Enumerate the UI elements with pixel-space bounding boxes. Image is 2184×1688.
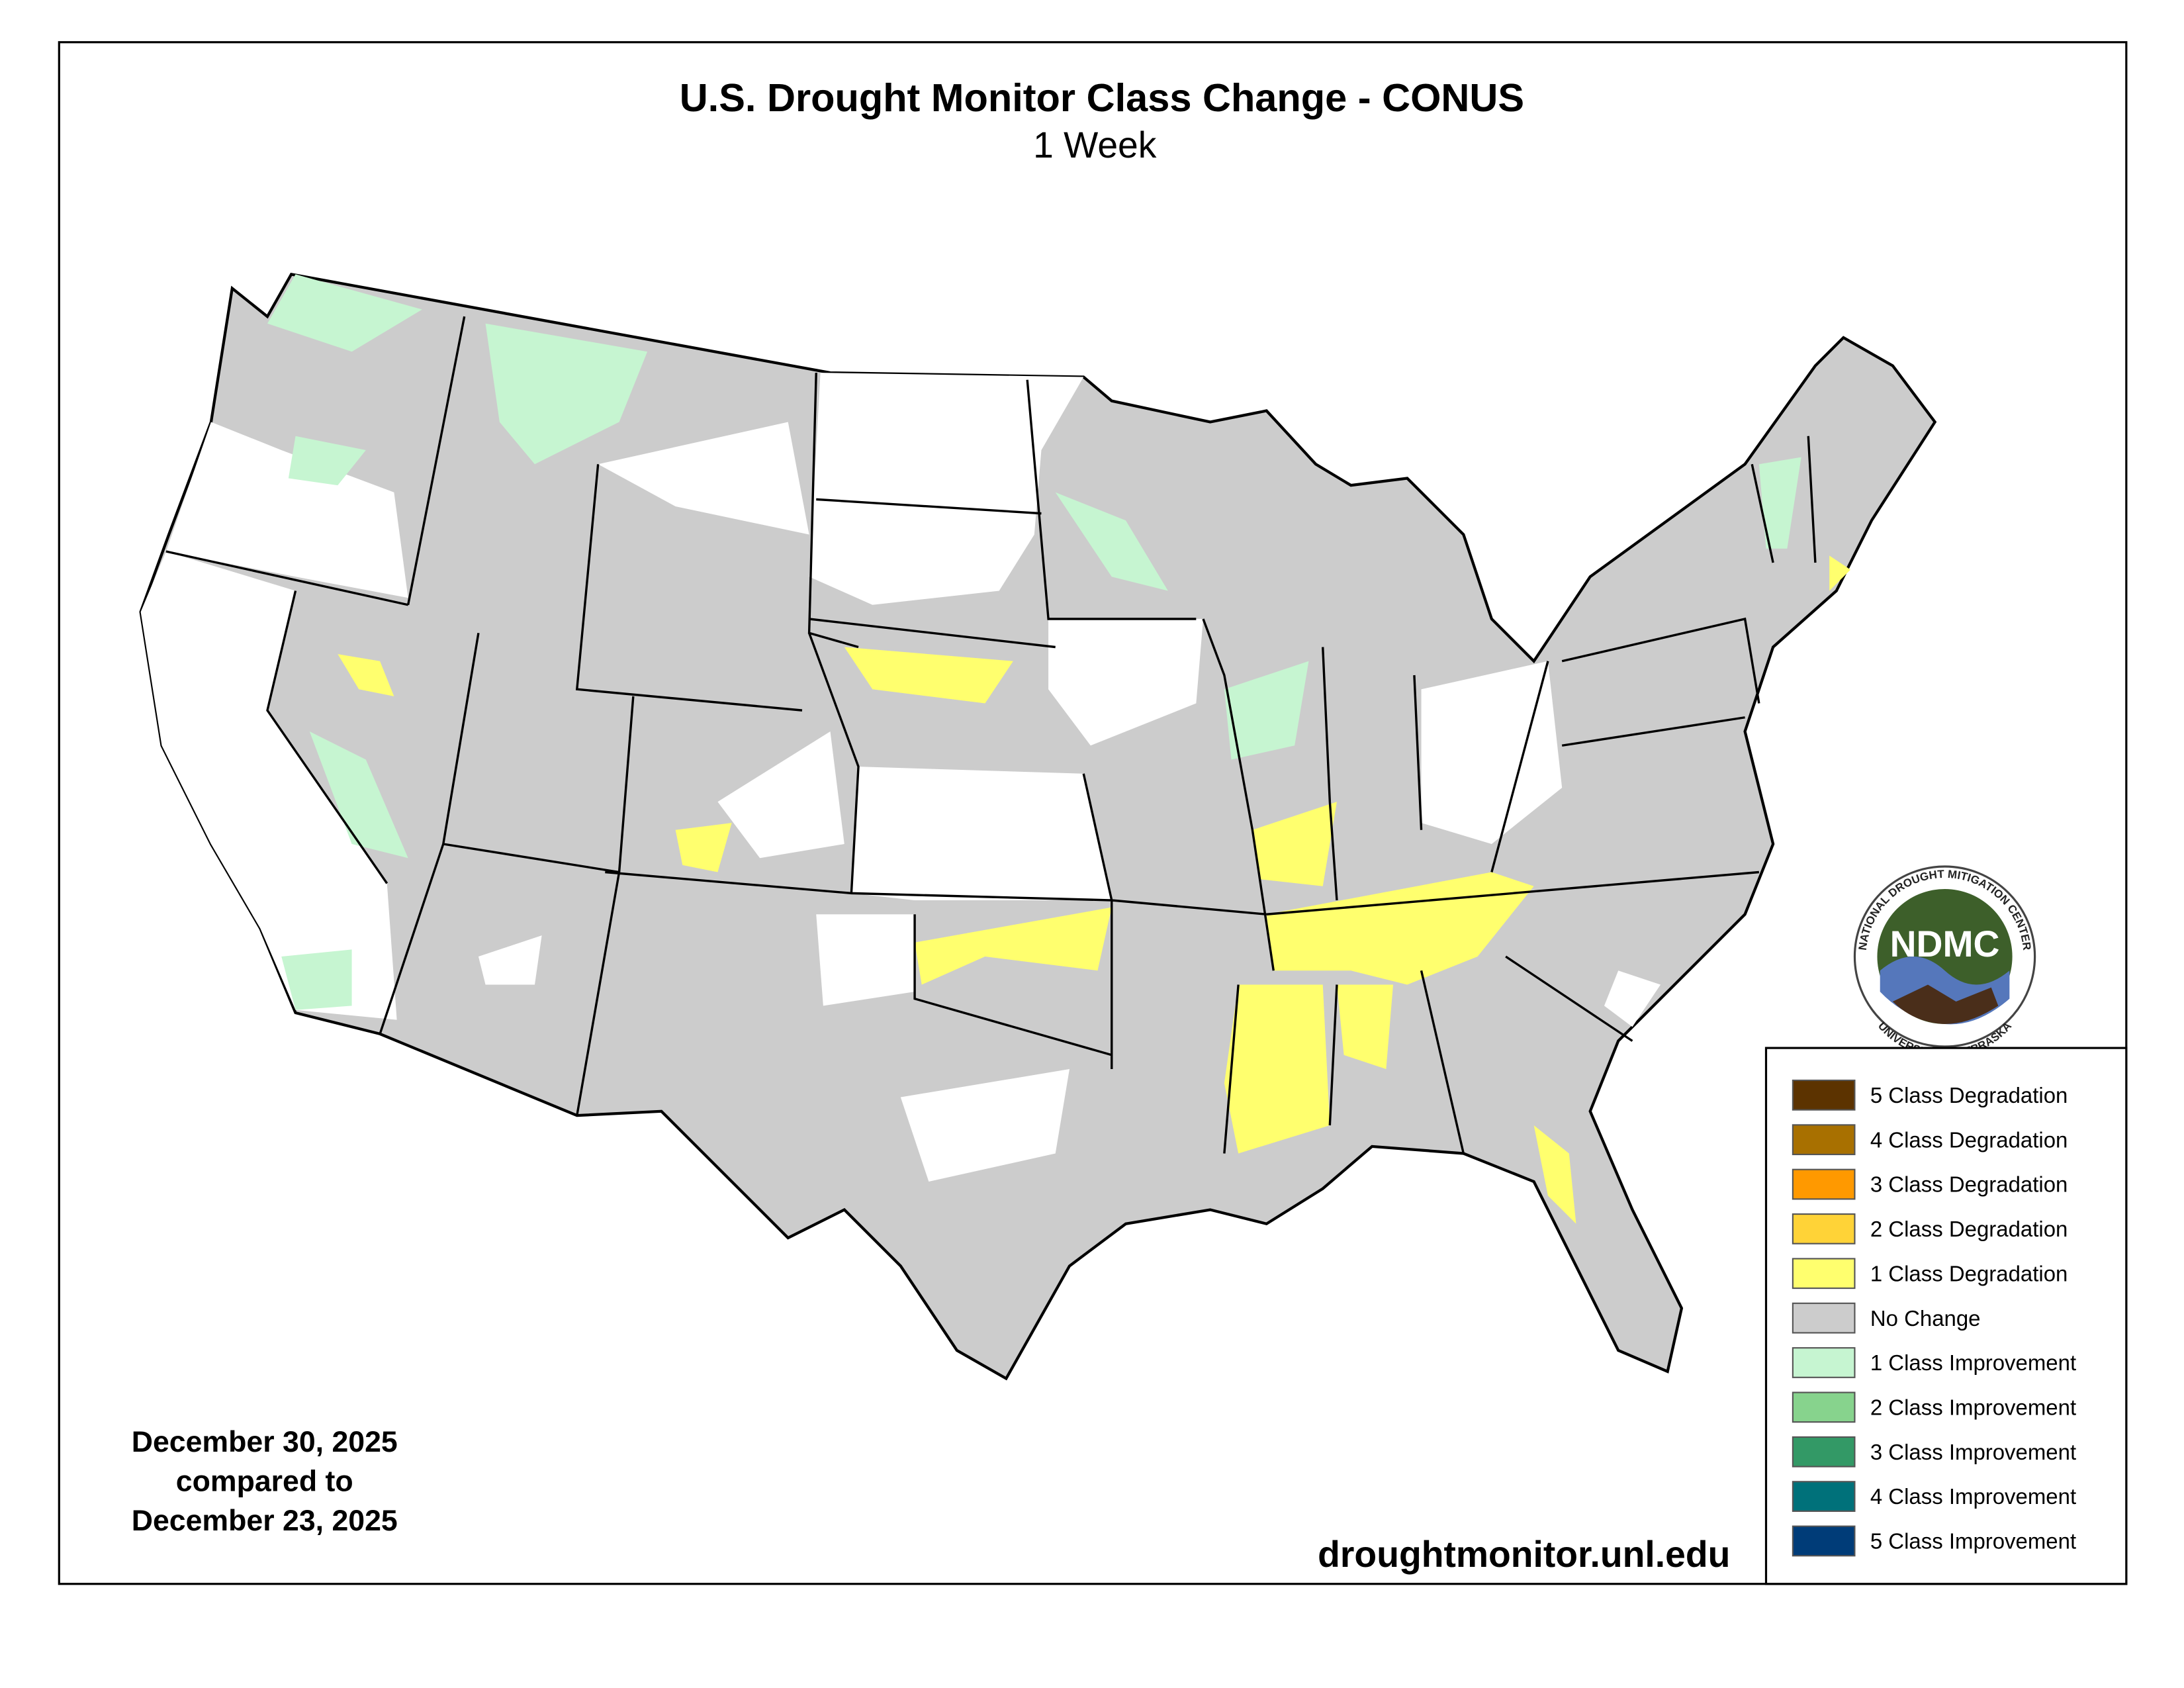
legend-swatch [1792, 1079, 1856, 1111]
legend-swatch [1792, 1436, 1856, 1468]
title: U.S. Drought Monitor Class Change - CONU… [680, 75, 1524, 120]
degradation-areas [338, 555, 1851, 1224]
legend-swatch [1792, 1302, 1856, 1334]
legend-swatch [1792, 1525, 1856, 1557]
conus-map [139, 273, 1937, 1381]
legend-label: 3 Class Improvement [1870, 1440, 2076, 1464]
legend: 5 Class Degradation 4 Class Degradation 3 … [1792, 1079, 2076, 1557]
ndmc-logo: NDMC NATIONAL DROUGHT MITIGATION CENTER … [1853, 865, 2036, 1060]
date-line: December 30, 2025 [132, 1426, 398, 1458]
legend-label: 4 Class Degradation [1870, 1127, 2068, 1152]
legend-swatch [1792, 1481, 1856, 1512]
legend-swatch [1792, 1124, 1856, 1156]
legend-swatch [1792, 1391, 1856, 1423]
legend-label: 2 Class Improvement [1870, 1395, 2076, 1420]
legend-label: 4 Class Improvement [1870, 1484, 2076, 1509]
no-drought-areas [140, 373, 1661, 1182]
legend-swatch [1792, 1347, 1856, 1378]
legend-label: 3 Class Degradation [1870, 1172, 2068, 1197]
legend-label: 1 Class Degradation [1870, 1261, 2068, 1286]
legend-swatch [1792, 1213, 1856, 1244]
legend-label: 5 Class Degradation [1870, 1083, 2068, 1107]
legend-label: 1 Class Improvement [1870, 1350, 2076, 1375]
subtitle: 1 Week [1033, 124, 1157, 165]
legend-swatch [1792, 1258, 1856, 1289]
date-line: compared to [176, 1466, 353, 1498]
legend-label: 5 Class Improvement [1870, 1529, 2076, 1554]
source-url: droughtmonitor.unl.edu [1318, 1534, 1730, 1575]
state-borders [165, 316, 1817, 1154]
logo-name: NDMC [1890, 923, 2000, 964]
legend-label: 2 Class Degradation [1870, 1217, 2068, 1241]
improvement-areas [267, 274, 1801, 1010]
date-line: December 23, 2025 [132, 1505, 398, 1537]
logo-land [1892, 984, 1999, 1024]
legend-label: No Change [1870, 1306, 1981, 1331]
legend-swatch [1792, 1168, 1856, 1200]
